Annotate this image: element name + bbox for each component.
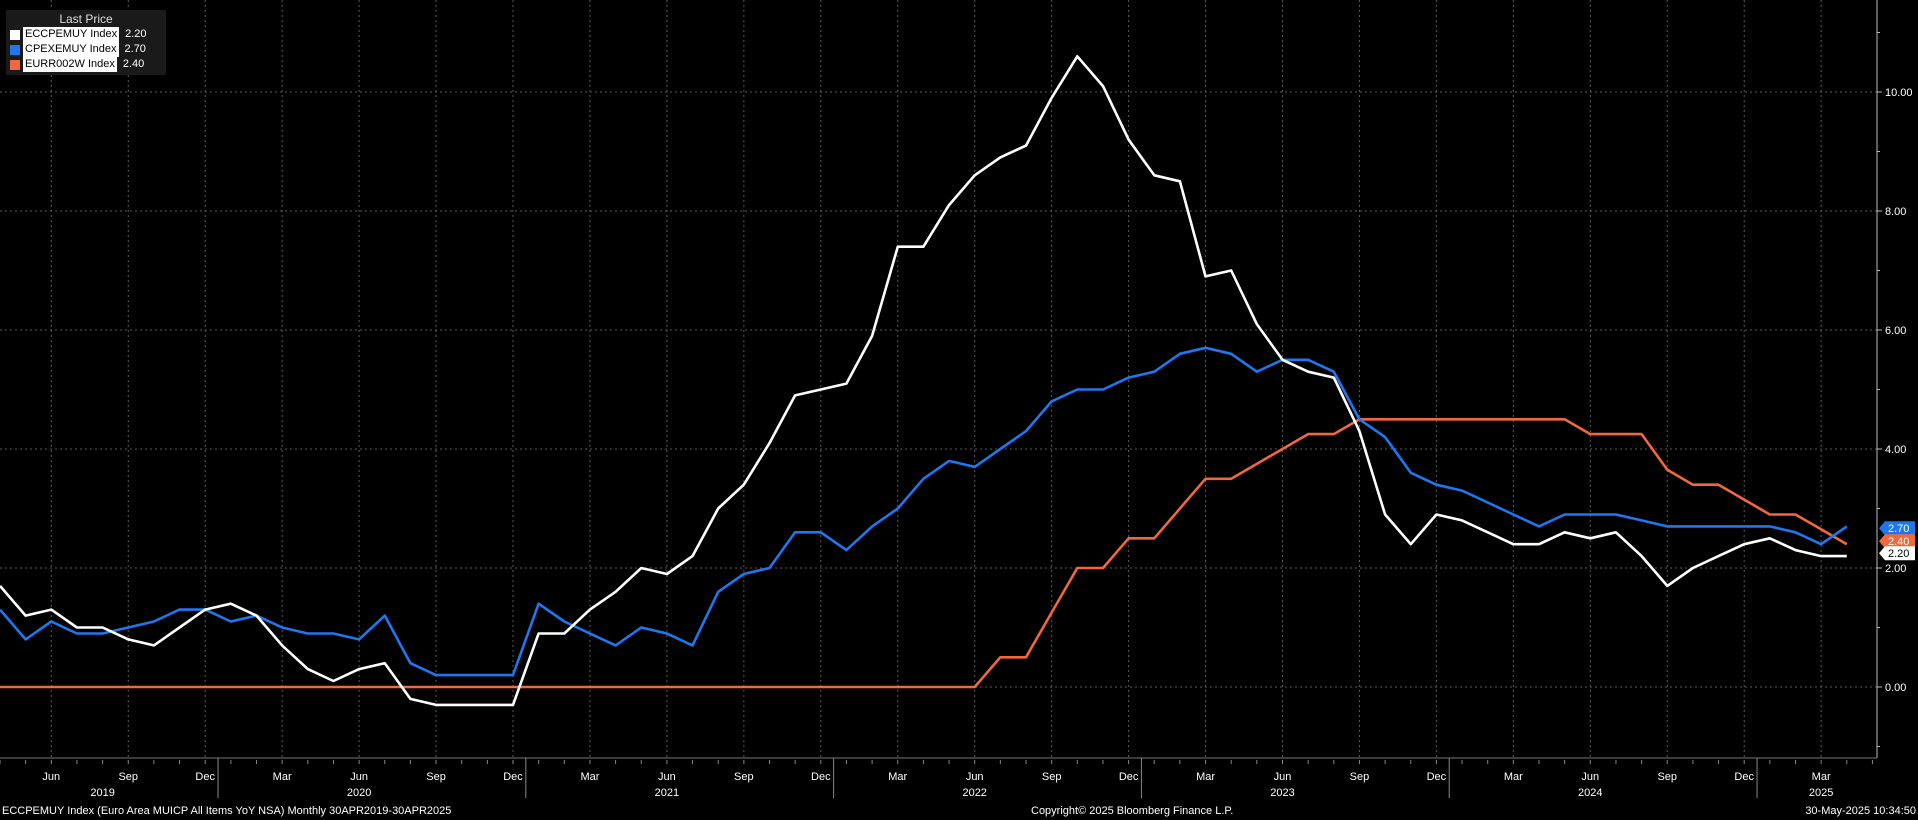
x-month-label: Dec xyxy=(1734,771,1754,783)
legend-series-value: 2.20 xyxy=(125,28,147,40)
x-month-label: Sep xyxy=(1657,771,1677,783)
x-year-label: 2024 xyxy=(1578,787,1602,799)
footer-timestamp: 30-May-2025 10:34:50 xyxy=(1805,805,1916,817)
series-line-cpexemuy xyxy=(0,346,1848,677)
badge-shape xyxy=(1879,546,1915,561)
x-month-label: Sep xyxy=(1042,771,1062,783)
series-line-eurr002w xyxy=(0,417,1848,689)
series-line-eccpemuy xyxy=(0,54,1847,707)
last-value-badge: 2.70 xyxy=(1879,521,1915,536)
last-value-badge: 2.40 xyxy=(1879,534,1915,549)
x-month-label: Jun xyxy=(1274,771,1292,783)
x-month-label: Jun xyxy=(42,771,60,783)
x-year-label: 2021 xyxy=(655,787,679,799)
x-month-label: Dec xyxy=(195,771,215,783)
y-axis: 0.00 2.00 4.00 6.00 8.00 10.00 xyxy=(1876,0,1913,758)
x-year-label: 2022 xyxy=(962,787,986,799)
x-month-label: Mar xyxy=(273,771,292,783)
legend-series-name: CPEXEMUY Index xyxy=(23,42,119,57)
footer-copyright: Copyright© 2025 Bloomberg Finance L.P. xyxy=(1031,805,1234,817)
badge-label: 2.70 xyxy=(1888,523,1909,535)
x-month-label: Jun xyxy=(658,771,676,783)
last-value-badges: 2.702.402.20 xyxy=(1879,521,1915,561)
legend-item-eccpemuy[interactable]: ECCPEMUY Index 2.20 xyxy=(6,27,166,42)
x-month-label: Dec xyxy=(811,771,831,783)
y-tick-label: 0.00 xyxy=(1885,682,1906,694)
legend: Last Price ECCPEMUY Index 2.20 CPEXEMUY … xyxy=(6,10,166,75)
x-year-label: 2025 xyxy=(1809,787,1833,799)
badge-label: 2.40 xyxy=(1888,536,1909,548)
x-month-label: Sep xyxy=(734,771,754,783)
x-month-label: Dec xyxy=(1119,771,1139,783)
x-month-label: Jun xyxy=(1581,771,1599,783)
badge-shape xyxy=(1879,521,1915,536)
y-tick-label: 4.00 xyxy=(1885,444,1906,456)
legend-swatch-orange xyxy=(10,59,20,70)
legend-series-value: 2.70 xyxy=(124,43,146,55)
x-month-label: Dec xyxy=(503,771,523,783)
legend-item-eurr002w[interactable]: EURR002W Index 2.40 xyxy=(6,57,166,72)
legend-series-name: EURR002W Index xyxy=(23,57,117,72)
x-month-label: Mar xyxy=(1196,771,1215,783)
x-axis: Jun Sep Dec Mar Jun Sep Dec Mar Jun Sep Dec Mar Jun S… xyxy=(0,757,1877,799)
last-value-badge: 2.20 xyxy=(1879,546,1915,561)
footer-security-description: ECCPEMUY Index (Euro Area MUICP All Item… xyxy=(2,805,452,817)
x-month-label: Jun xyxy=(350,771,368,783)
x-month-label: Jun xyxy=(966,771,984,783)
y-tick-label: 2.00 xyxy=(1885,563,1906,575)
x-year-label: 2019 xyxy=(90,787,114,799)
x-month-label: Mar xyxy=(1504,771,1523,783)
legend-series-value: 2.40 xyxy=(122,58,145,70)
x-year-label: 2020 xyxy=(347,787,371,799)
legend-series-name: ECCPEMUY Index xyxy=(23,27,120,42)
y-tick-label: 8.00 xyxy=(1885,206,1906,218)
year-separators xyxy=(217,758,1758,798)
legend-swatch-white xyxy=(10,29,20,40)
x-month-label: Mar xyxy=(1812,771,1831,783)
x-month-label: Sep xyxy=(118,771,138,783)
y-tick-label: 10.00 xyxy=(1885,87,1913,99)
badge-label: 2.20 xyxy=(1888,548,1909,560)
x-month-label: Mar xyxy=(888,771,907,783)
x-month-label: Sep xyxy=(1350,771,1370,783)
y-tick-label: 6.00 xyxy=(1885,325,1906,337)
legend-title: Last Price xyxy=(59,12,113,26)
x-month-label: Dec xyxy=(1427,771,1447,783)
legend-item-cpexemuy[interactable]: CPEXEMUY Index 2.70 xyxy=(6,42,166,57)
badge-shape xyxy=(1879,534,1915,549)
x-month-label: Mar xyxy=(580,771,599,783)
x-month-label: Sep xyxy=(426,771,446,783)
legend-swatch-blue xyxy=(10,44,20,55)
x-year-label: 2023 xyxy=(1270,787,1294,799)
series-lines xyxy=(0,54,1848,707)
gridlines xyxy=(0,0,1877,758)
